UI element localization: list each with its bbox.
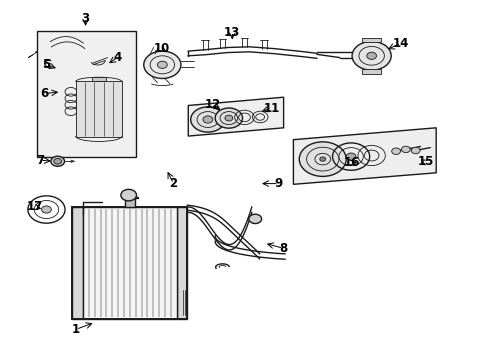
Circle shape — [401, 146, 409, 153]
Text: 11: 11 — [263, 102, 279, 114]
Circle shape — [41, 206, 51, 213]
Polygon shape — [188, 97, 283, 136]
Text: 16: 16 — [343, 156, 360, 169]
Text: 10: 10 — [153, 42, 169, 55]
Circle shape — [143, 51, 181, 78]
Polygon shape — [293, 128, 435, 184]
Polygon shape — [176, 207, 187, 319]
Circle shape — [351, 41, 390, 70]
Text: 17: 17 — [27, 201, 43, 213]
Text: 15: 15 — [416, 156, 433, 168]
Text: 14: 14 — [392, 37, 408, 50]
Text: 4: 4 — [113, 51, 121, 64]
Bar — [92, 77, 105, 81]
Circle shape — [224, 115, 232, 121]
Bar — [124, 198, 134, 207]
Text: 12: 12 — [204, 98, 221, 111]
Bar — [83, 207, 176, 319]
Bar — [72, 207, 187, 319]
Text: 5: 5 — [42, 58, 50, 71]
Circle shape — [203, 116, 212, 123]
Polygon shape — [37, 31, 136, 157]
Text: 13: 13 — [224, 26, 240, 39]
Circle shape — [319, 157, 325, 161]
Circle shape — [299, 142, 346, 176]
Text: 3: 3 — [81, 12, 89, 24]
Polygon shape — [72, 207, 83, 319]
Circle shape — [121, 189, 136, 201]
Circle shape — [346, 153, 355, 160]
Circle shape — [54, 158, 61, 164]
Bar — [361, 69, 381, 74]
Circle shape — [157, 61, 167, 68]
Bar — [76, 81, 122, 137]
Circle shape — [248, 214, 261, 224]
Text: 1: 1 — [72, 323, 80, 336]
Text: 6: 6 — [40, 87, 48, 100]
Text: 8: 8 — [279, 242, 287, 255]
Text: 9: 9 — [274, 177, 282, 190]
Circle shape — [366, 52, 376, 59]
Text: 2: 2 — [169, 177, 177, 190]
Circle shape — [190, 107, 224, 132]
Circle shape — [51, 156, 64, 166]
Circle shape — [410, 147, 419, 154]
Text: 7: 7 — [36, 154, 44, 167]
Circle shape — [391, 148, 400, 154]
Circle shape — [215, 108, 242, 128]
Bar — [361, 38, 381, 42]
